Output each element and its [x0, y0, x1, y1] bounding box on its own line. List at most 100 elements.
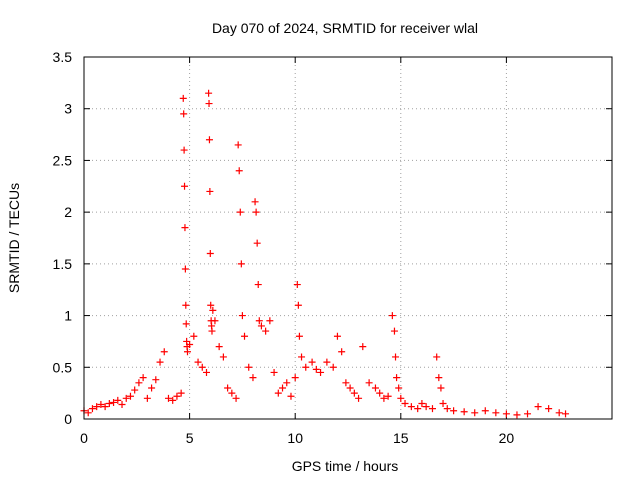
data-point: [317, 368, 325, 376]
y-tick-label: 3.5: [53, 49, 73, 65]
data-point: [245, 363, 253, 371]
data-point: [182, 320, 190, 328]
data-point: [215, 343, 223, 351]
data-point: [135, 379, 143, 387]
y-tick-label: 2.5: [53, 152, 73, 168]
data-point: [422, 403, 430, 411]
data-point: [371, 384, 379, 392]
data-point: [224, 384, 232, 392]
data-point: [323, 358, 331, 366]
data-point: [534, 403, 542, 411]
data-point: [545, 405, 553, 413]
data-point: [206, 250, 214, 258]
y-tick-label: 1.5: [53, 256, 73, 272]
data-point: [180, 146, 188, 154]
data-point: [205, 89, 213, 97]
data-point: [105, 399, 113, 407]
data-point: [131, 386, 139, 394]
data-point: [190, 332, 198, 340]
data-point: [177, 389, 185, 397]
data-point: [179, 94, 187, 102]
data-point: [234, 141, 242, 149]
data-point: [274, 389, 282, 397]
data-point: [287, 392, 295, 400]
data-point: [181, 182, 189, 190]
data-point: [279, 384, 287, 392]
series-srmtid: [80, 89, 570, 419]
y-tick-label: 2: [64, 204, 72, 220]
data-point: [254, 281, 262, 289]
data-point: [237, 260, 245, 268]
data-point: [207, 301, 215, 309]
data-point: [388, 312, 396, 320]
axis-ticks: 0 5 10 15 20 0 0.5 1 1.5 2 2.5 3 3.5: [53, 49, 612, 446]
data-point: [293, 281, 301, 289]
data-point: [439, 399, 447, 407]
data-point: [238, 312, 246, 320]
data-point: [208, 327, 216, 335]
data-point: [266, 317, 274, 325]
data-point: [346, 384, 354, 392]
data-point: [252, 208, 260, 216]
data-point: [182, 301, 190, 309]
data-point: [110, 398, 118, 406]
data-point: [428, 405, 436, 413]
data-point: [492, 409, 500, 417]
data-point: [232, 394, 240, 402]
data-point: [173, 392, 181, 400]
data-point: [295, 332, 303, 340]
data-point: [97, 401, 105, 409]
data-point: [437, 384, 445, 392]
data-point: [101, 403, 109, 411]
data-point: [397, 394, 405, 402]
data-point: [390, 327, 398, 335]
data-point: [513, 411, 521, 419]
data-point: [414, 405, 422, 413]
data-point: [148, 384, 156, 392]
data-point: [450, 407, 458, 415]
data-point: [211, 317, 219, 325]
y-tick-label: 1: [64, 308, 72, 324]
data-point: [395, 384, 403, 392]
data-point: [302, 363, 310, 371]
data-point: [393, 374, 401, 382]
data-point: [291, 374, 299, 382]
data-point: [209, 306, 217, 314]
data-point: [342, 379, 350, 387]
x-axis-label: GPS time / hours: [292, 458, 399, 474]
data-point: [194, 358, 202, 366]
data-point: [180, 110, 188, 118]
x-tick-label: 15: [393, 430, 409, 446]
data-point: [181, 265, 189, 273]
data-point: [143, 394, 151, 402]
grid: [84, 57, 612, 419]
data-point: [380, 394, 388, 402]
data-point: [471, 409, 479, 417]
data-point: [198, 363, 206, 371]
data-series: [80, 89, 570, 419]
data-point: [312, 365, 320, 373]
data-point: [418, 399, 426, 407]
data-point: [219, 353, 227, 361]
chart-title: Day 070 of 2024, SRMTID for receiver wla…: [212, 20, 478, 36]
data-point: [443, 405, 451, 413]
data-point: [169, 396, 177, 404]
x-tick-label: 10: [287, 430, 303, 446]
data-point: [308, 358, 316, 366]
data-point: [206, 187, 214, 195]
data-point: [118, 401, 126, 409]
data-point: [164, 394, 172, 402]
data-point: [376, 389, 384, 397]
data-point: [228, 389, 236, 397]
x-tick-label: 0: [80, 430, 88, 446]
data-point: [235, 167, 243, 175]
data-point: [241, 332, 249, 340]
data-point: [114, 396, 122, 404]
data-point: [181, 224, 189, 232]
data-point: [407, 403, 415, 411]
data-point: [365, 379, 373, 387]
data-point: [88, 405, 96, 413]
data-point: [257, 322, 265, 330]
data-point: [122, 394, 130, 402]
